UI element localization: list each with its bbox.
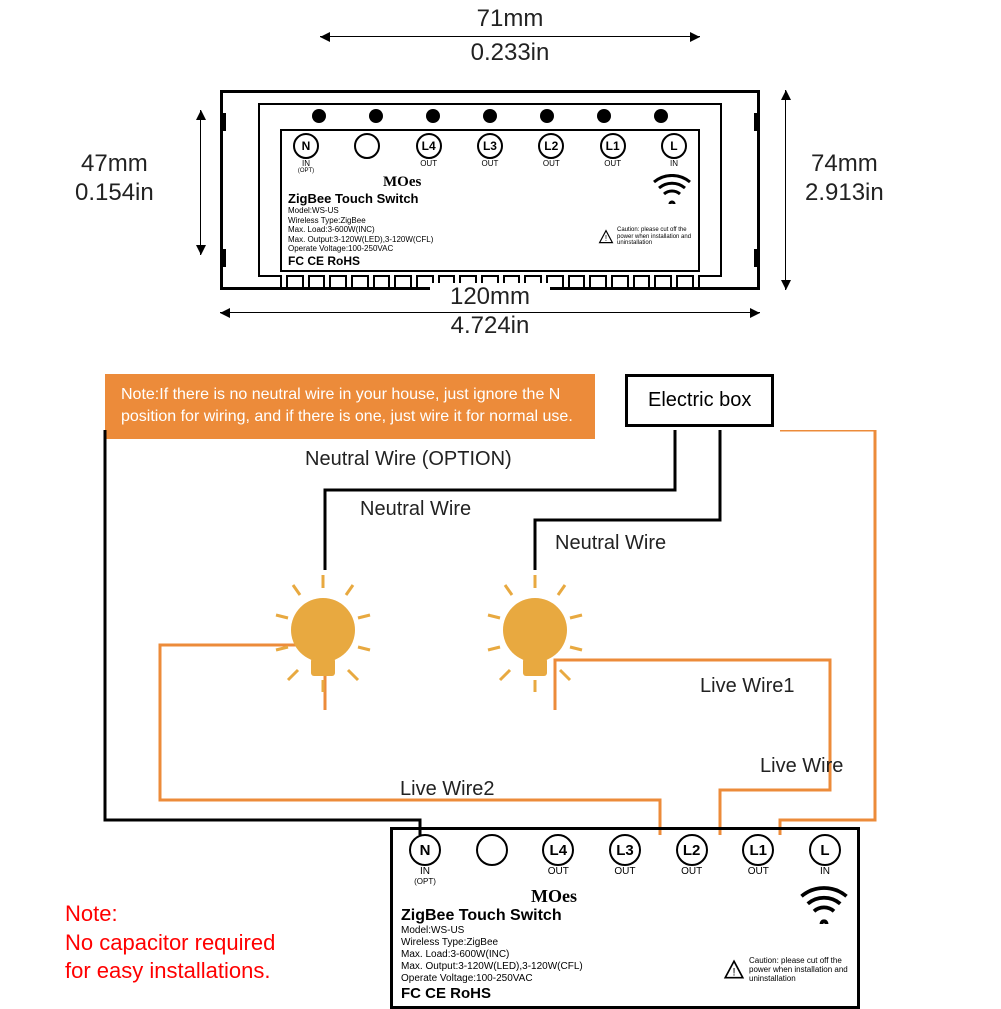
red-note-line1: No capacitor required <box>65 929 275 958</box>
wifi-icon <box>799 886 849 924</box>
terminal-dot <box>369 109 383 123</box>
red-note-line2: for easy installations. <box>65 957 275 986</box>
dim-left-mm: 47mm <box>75 150 154 179</box>
device-spec: Max. Output:3-120W(LED),3-120W(CFL) <box>288 235 433 245</box>
terminal-blank <box>354 133 380 159</box>
term-sub: OUT <box>600 159 626 168</box>
electric-box: Electric box <box>625 374 774 427</box>
terminal-dot <box>540 109 554 123</box>
device-spec: Operate Voltage:100-250VAC <box>288 244 433 254</box>
neutral-wire-label-1: Neutral Wire <box>360 498 471 521</box>
term-sub: IN <box>293 159 319 168</box>
device-label-panel: NIN(OPT) L4OUT L3OUT L2OUT L1OUT LIN MOe… <box>280 129 700 272</box>
bottom-dimension-section: 120mm 4.724in <box>220 300 760 341</box>
device-spec: Operate Voltage:100-250VAC <box>401 973 583 985</box>
term-sub: OUT <box>676 866 708 877</box>
warning-icon: ! <box>598 229 614 245</box>
terminal-n: N <box>293 133 319 159</box>
caution-text: Caution: please cut off the power when i… <box>749 957 849 983</box>
dim-left-in: 0.154in <box>75 179 154 208</box>
device-certs: FC CE RoHS <box>288 254 433 268</box>
dim-bottom-mm: 120mm <box>430 283 550 312</box>
light-bulb-icon <box>268 570 378 700</box>
warning-icon: ! <box>723 959 745 981</box>
notch <box>754 113 760 131</box>
neutral-wire-label-2: Neutral Wire <box>555 532 666 555</box>
device-title: ZigBee Touch Switch <box>288 191 433 206</box>
terminal-dot <box>426 109 440 123</box>
device-spec: Max. Load:3-600W(INC) <box>401 949 583 961</box>
device-title: ZigBee Touch Switch <box>401 907 583 925</box>
term-sub: IN <box>409 866 441 877</box>
device-outer-frame: NIN(OPT) L4OUT L3OUT L2OUT L1OUT LIN MOe… <box>220 90 760 290</box>
terminal-circles-row: NIN(OPT) L4OUT L3OUT L2OUT L1OUT LIN <box>288 133 692 174</box>
terminal-l2: L2 <box>676 834 708 866</box>
term-sub: IN <box>661 159 687 168</box>
notch <box>220 113 226 131</box>
dim-top-mm: 71mm <box>300 5 720 34</box>
dim-left-arrow <box>200 110 201 255</box>
terminal-l1: L1 <box>600 133 626 159</box>
dim-right-mm: 74mm <box>805 150 884 179</box>
term-sub: OUT <box>609 866 641 877</box>
term-sub2: (OPT) <box>409 877 441 886</box>
terminal-dot <box>654 109 668 123</box>
terminal-l1: L1 <box>742 834 774 866</box>
terminal-l3: L3 <box>609 834 641 866</box>
notch <box>220 249 226 267</box>
live-wire-label: Live Wire <box>760 755 843 778</box>
device-brand: MOes <box>531 886 583 907</box>
svg-text:!: ! <box>605 234 607 243</box>
left-dimension-section: 47mm 0.154in <box>75 150 154 208</box>
device-spec: Max. Load:3-600W(INC) <box>288 225 433 235</box>
wifi-icon <box>652 174 692 204</box>
terminal-l: L <box>661 133 687 159</box>
dim-top-arrow <box>320 36 700 37</box>
terminal-dot <box>483 109 497 123</box>
term-sub: OUT <box>542 866 574 877</box>
caution-text: Caution: please cut off the power when i… <box>617 227 692 247</box>
terminal-l4: L4 <box>542 834 574 866</box>
term-sub: OUT <box>477 159 503 168</box>
dim-right-in: 2.913in <box>805 179 884 208</box>
terminal-dot <box>312 109 326 123</box>
terminal-dot <box>597 109 611 123</box>
terminal-l3: L3 <box>477 133 503 159</box>
dim-bottom-arrow <box>220 312 760 313</box>
device-spec: Wireless Type:ZigBee <box>401 937 583 949</box>
top-dimension-section: 71mm 0.233in <box>300 5 720 68</box>
terminal-dots-row <box>260 105 720 127</box>
neutral-option-label: Neutral Wire (OPTION) <box>305 448 512 471</box>
terminal-circles-row-bottom: NIN(OPT) L4OUT L3OUT L2OUT L1OUT LIN <box>401 834 849 886</box>
device-inner-body: NIN(OPT) L4OUT L3OUT L2OUT L1OUT LIN MOe… <box>258 103 722 277</box>
red-note-title: Note: <box>65 900 275 929</box>
device-spec: Model:WS-US <box>401 925 583 937</box>
notch <box>754 249 760 267</box>
term-sub: OUT <box>742 866 774 877</box>
terminal-blank <box>476 834 508 866</box>
red-note-section: Note: No capacitor required for easy ins… <box>65 900 275 986</box>
terminal-n: N <box>409 834 441 866</box>
device-certs: FC CE RoHS <box>401 985 583 1002</box>
device-spec: Max. Output:3-120W(LED),3-120W(CFL) <box>401 961 583 973</box>
terminal-l4: L4 <box>416 133 442 159</box>
live-wire1-label: Live Wire1 <box>700 675 794 698</box>
dim-top-in: 0.233in <box>300 39 720 68</box>
device-brand: MOes <box>383 174 433 191</box>
term-sub: OUT <box>416 159 442 168</box>
terminal-l2: L2 <box>538 133 564 159</box>
live-wire2-label: Live Wire2 <box>400 778 494 801</box>
terminal-l: L <box>809 834 841 866</box>
term-sub: OUT <box>538 159 564 168</box>
light-bulb-icon <box>480 570 590 700</box>
device-spec: Model:WS-US <box>288 206 433 216</box>
dim-right-arrow <box>785 90 786 290</box>
device-bottom-panel: NIN(OPT) L4OUT L3OUT L2OUT L1OUT LIN MOe… <box>390 827 860 1009</box>
device-spec: Wireless Type:ZigBee <box>288 216 433 226</box>
term-sub: IN <box>809 866 841 877</box>
right-dimension-section: 74mm 2.913in <box>805 150 884 208</box>
svg-text:!: ! <box>732 967 735 979</box>
dim-bottom-in: 4.724in <box>220 312 760 341</box>
